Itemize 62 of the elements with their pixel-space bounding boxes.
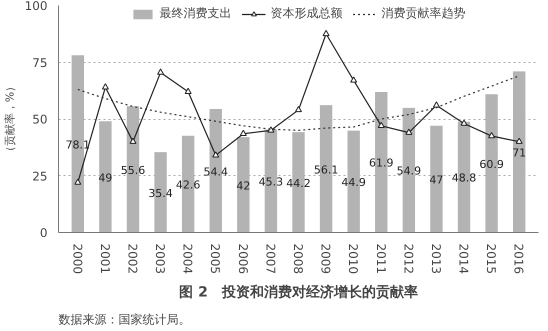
y-tick-label: 100: [24, 0, 48, 13]
legend-label: 资本形成总额: [270, 5, 342, 22]
point: [460, 120, 468, 126]
data-label: 42: [236, 179, 250, 192]
point: [432, 101, 440, 108]
point: [350, 76, 358, 83]
data-label: 56.1: [314, 163, 338, 176]
text: 图 2 投资和消费对经济增长的贡献率: [179, 284, 418, 300]
x-tick-label: 2016: [512, 244, 526, 274]
y-tick-label: 25: [32, 169, 48, 184]
data-label: 44.2: [286, 176, 311, 190]
point: [184, 88, 192, 94]
data-label: 61.9: [369, 156, 394, 170]
point: [405, 128, 412, 135]
point: [295, 106, 302, 112]
point: [378, 122, 385, 128]
point: [322, 30, 330, 36]
data-label: 47: [429, 174, 444, 187]
data-label: 60.9: [479, 158, 504, 171]
point: [74, 178, 82, 185]
y-tick-label: 0: [40, 226, 48, 240]
data-label: 48.8: [452, 172, 476, 185]
data-label: 71: [512, 146, 526, 160]
data-label: 44.9: [341, 176, 366, 190]
y-tick-label: 50: [32, 112, 48, 126]
x-tick-label: 2015: [484, 244, 498, 274]
x-tick-label: 2011: [374, 244, 388, 274]
y-tick-label: 75: [32, 56, 48, 70]
data-label: 42.6: [176, 178, 200, 192]
data-label: 35.4: [148, 186, 173, 200]
source-note: 数据来源：国家统计局。: [58, 312, 190, 326]
point: [240, 130, 247, 136]
x-tick-label: 2009: [318, 244, 333, 274]
data-label: 55.6: [120, 164, 146, 177]
point: [267, 126, 274, 133]
point: [102, 83, 109, 90]
x-tick-label: 2007: [263, 244, 278, 274]
x-tick-label: 2002: [125, 244, 140, 274]
point: [488, 132, 496, 138]
x-tick-label: 2010: [346, 244, 360, 274]
x-tick-label: 2000: [70, 244, 84, 274]
data-label: 45.3: [258, 176, 284, 189]
data-label: 49: [98, 171, 112, 184]
x-tick-label: 2003: [153, 244, 168, 274]
x-tick-label: 2005: [208, 244, 222, 274]
point: [157, 68, 164, 75]
legend-label: 最终消费支出: [160, 5, 232, 22]
x-tick-label: 2012: [401, 244, 416, 274]
point: [516, 138, 523, 144]
data-label: 54.4: [203, 165, 228, 178]
x-tick-label: 2013: [428, 244, 443, 274]
x-tick-label: 2006: [236, 244, 250, 274]
x-tick-label: 2001: [98, 244, 112, 274]
x-tick-label: 2004: [180, 244, 195, 274]
x-tick-label: 2014: [456, 244, 471, 274]
legend-label: 消费贡献率趋势: [382, 5, 466, 22]
x-tick-label: 2008: [291, 244, 305, 274]
bar: [512, 71, 526, 232]
data-label: 54.9: [396, 164, 422, 178]
y-axis-title: （贡献率，%）: [4, 80, 17, 158]
point: [212, 151, 220, 158]
point: [129, 138, 136, 144]
